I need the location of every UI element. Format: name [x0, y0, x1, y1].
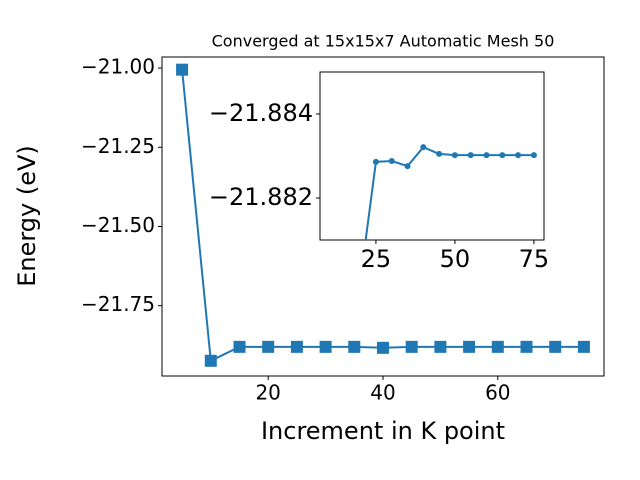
data-point	[577, 340, 590, 353]
y-tick-label: −21.25	[81, 134, 155, 158]
data-point	[467, 152, 474, 159]
data-point	[434, 340, 447, 353]
data-point	[520, 340, 533, 353]
x-tick-label: 20	[255, 381, 280, 405]
y-tick-label: −21.50	[81, 213, 155, 237]
data-point	[436, 150, 443, 157]
data-point	[530, 152, 537, 159]
data-point	[463, 340, 476, 353]
data-point	[348, 340, 361, 353]
x-tick-label: 75	[519, 245, 550, 273]
y-tick-label: −21.00	[81, 55, 155, 79]
x-tick-label: 25	[361, 245, 392, 273]
data-point	[491, 340, 504, 353]
data-point	[515, 152, 522, 159]
data-point	[499, 152, 506, 159]
data-point	[290, 340, 303, 353]
data-point	[372, 158, 379, 165]
data-point	[233, 340, 246, 353]
x-tick-label: 40	[370, 381, 395, 405]
data-point	[377, 341, 389, 354]
data-point	[388, 158, 395, 165]
data-point	[451, 152, 458, 159]
y-tick-label: −21.882	[209, 183, 313, 211]
data-point	[204, 354, 217, 367]
plot-area	[357, 144, 537, 285]
data-point	[420, 144, 427, 151]
data-point	[262, 340, 275, 353]
data-point	[405, 340, 418, 353]
chart-title: Converged at 15x15x7 Automatic Mesh 50	[212, 32, 555, 51]
y-axis-label: Energy (eV)	[13, 145, 41, 287]
data-point	[549, 340, 562, 353]
x-axis-label: Increment in K point	[261, 417, 505, 445]
y-tick-label: −21.884	[209, 99, 313, 127]
y-tick-label: −21.75	[81, 292, 155, 316]
data-point	[404, 163, 411, 170]
data-point	[357, 279, 363, 285]
data-point	[319, 340, 332, 353]
data-point	[176, 63, 189, 76]
x-tick-label: 50	[440, 245, 471, 273]
plot-area	[176, 63, 590, 367]
x-tick-label: 60	[485, 381, 510, 405]
data-point	[483, 152, 490, 159]
